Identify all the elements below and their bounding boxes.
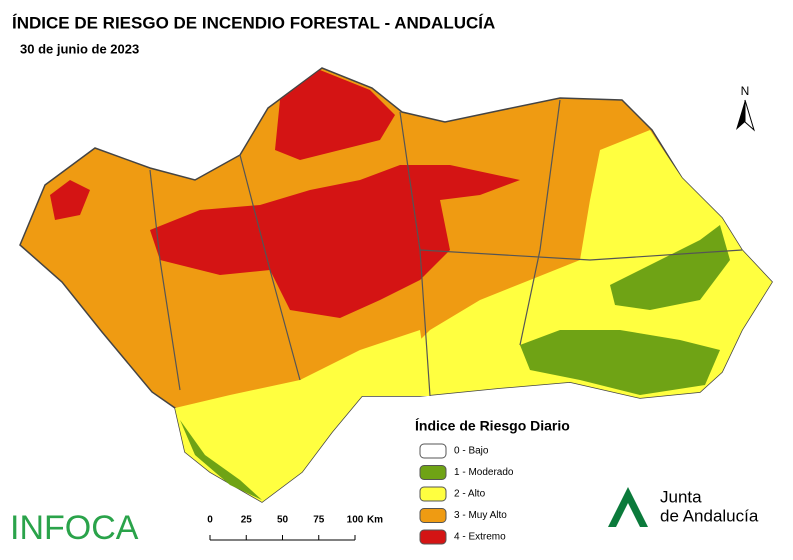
junta-logo: Junta de Andalucía xyxy=(608,487,759,527)
north-label: N xyxy=(741,84,750,98)
zone-extreme-north xyxy=(275,70,395,160)
zone-moderate-1 xyxy=(520,330,720,395)
legend-label: 0 - Bajo xyxy=(454,446,489,457)
date: 30 de junio de 2023 xyxy=(20,41,139,56)
legend-swatch xyxy=(419,465,447,480)
map xyxy=(19,67,773,503)
zone-high-east xyxy=(400,130,772,398)
junta-line2: de Andalucía xyxy=(660,506,759,525)
north-arrow-right xyxy=(744,99,755,132)
legend-label: 3 - Muy Alto xyxy=(454,510,507,521)
scale-bar: 0 25 50 75 100 Km xyxy=(207,515,383,541)
junta-line1: Junta xyxy=(660,487,702,506)
legend-swatch xyxy=(419,529,447,545)
scale-label: 100 xyxy=(347,515,364,526)
north-arrow-left xyxy=(736,100,745,130)
north-arrow: N xyxy=(736,84,755,132)
title: ÍNDICE DE RIESGO DE INCENDIO FORESTAL - … xyxy=(12,13,495,32)
legend: 0 - Bajo 1 - Moderado 2 - Alto 3 - Muy Alto… xyxy=(419,443,514,545)
legend-title: Índice de Riesgo Diario xyxy=(415,418,570,434)
zone-high-south xyxy=(175,330,430,502)
zone-moderate-2 xyxy=(610,225,730,310)
zone-extreme-west xyxy=(50,180,90,220)
scale-label: 25 xyxy=(241,515,253,526)
legend-label: 2 - Alto xyxy=(454,489,486,500)
legend-swatch xyxy=(419,486,447,502)
legend-label: 1 - Moderado xyxy=(454,467,514,478)
scale-unit: Km xyxy=(367,515,383,526)
legend-label: 4 - Extremo xyxy=(454,532,506,543)
zone-extreme-central xyxy=(150,165,520,318)
borders xyxy=(149,99,743,397)
scale-label: 0 xyxy=(207,515,213,526)
infoca-logo: INFOCA xyxy=(10,509,139,547)
legend-swatch xyxy=(419,443,447,459)
scale-label: 75 xyxy=(313,515,325,526)
scale-label: 50 xyxy=(277,515,289,526)
junta-mark xyxy=(608,487,648,527)
legend-swatch xyxy=(419,508,447,523)
